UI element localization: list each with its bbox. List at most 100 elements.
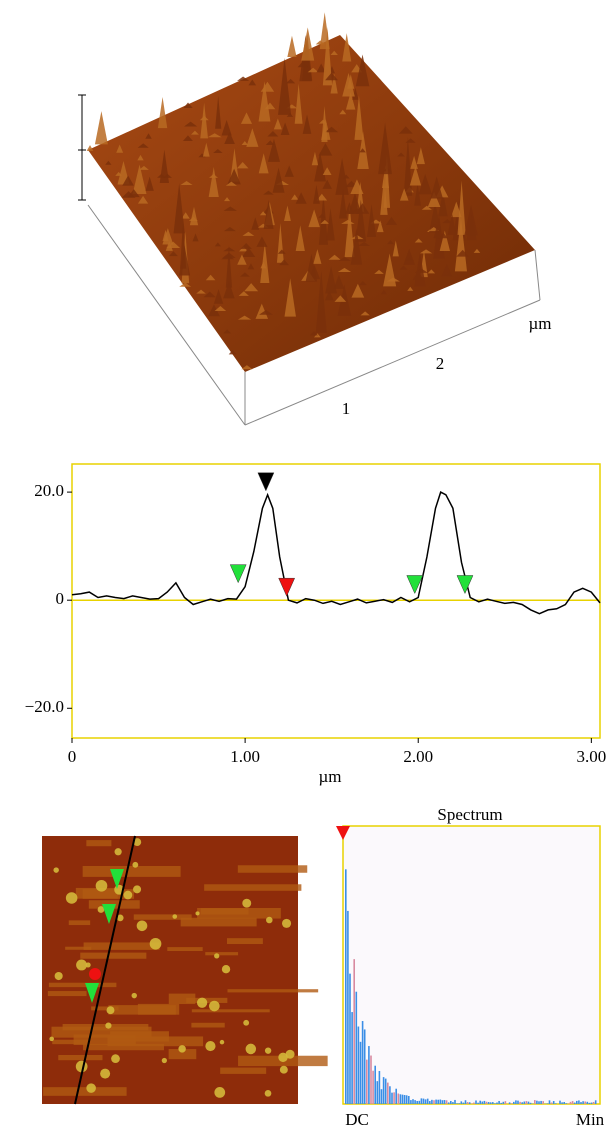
spectrum-bar — [439, 1099, 442, 1104]
surface-peak — [418, 173, 432, 195]
surface-peak — [325, 72, 338, 81]
axis-tick-label: 2 — [436, 354, 445, 373]
surface-peak — [318, 143, 333, 156]
surface-peak — [429, 202, 442, 233]
image-band — [167, 947, 203, 952]
spectrum-bar — [555, 1103, 557, 1104]
image-marker — [110, 869, 124, 889]
image-grain — [132, 861, 139, 868]
image-band — [58, 1055, 103, 1061]
surface-peak — [325, 266, 337, 294]
spectrum-bar — [443, 1100, 446, 1104]
surface-peak — [240, 112, 253, 124]
surface-peak — [260, 261, 267, 269]
image-grain — [172, 914, 178, 919]
surface-peak — [256, 236, 268, 247]
image-band — [68, 920, 91, 926]
spectrum-bar — [418, 1100, 421, 1104]
surface-peak — [421, 205, 432, 210]
x-axis-label: µm — [318, 767, 341, 786]
surface-peak — [159, 149, 170, 183]
image-grain — [195, 911, 200, 916]
image-grain — [136, 920, 148, 932]
surface-peak — [278, 58, 292, 115]
surface-peak — [376, 220, 384, 233]
spectrum-bar — [538, 1101, 540, 1104]
surface-peak — [223, 247, 236, 252]
image-grain — [266, 916, 273, 924]
surface-peak — [237, 315, 252, 320]
spectrum-bar — [357, 1026, 360, 1104]
spectrum-bar — [559, 1100, 561, 1104]
spectrum-bar — [534, 1100, 536, 1104]
surface-peak — [427, 191, 441, 208]
image-grain — [161, 1057, 167, 1064]
surface-peak — [255, 303, 269, 319]
spectrum-bar — [410, 1100, 412, 1104]
surface-peak — [322, 179, 332, 189]
profile-path — [74, 835, 136, 1105]
image-grain — [209, 1000, 220, 1012]
image-grain — [49, 1036, 55, 1042]
image-band — [73, 1034, 136, 1045]
surface-peak — [319, 12, 330, 50]
surface-peak — [207, 133, 222, 138]
spectrum-bar — [502, 1101, 505, 1104]
spectrum-bar — [582, 1101, 584, 1104]
x-tick-label: 2.00 — [403, 747, 433, 766]
surface-peak — [258, 81, 271, 122]
surface-peak — [334, 295, 347, 302]
surface-peak — [414, 183, 421, 206]
surface-peak — [284, 165, 294, 177]
image-grain — [149, 937, 162, 950]
surface-peak — [403, 137, 413, 196]
surface-peak — [122, 175, 134, 186]
surface-peak — [410, 155, 418, 169]
spectrum-bar — [374, 1065, 376, 1104]
spectrum-bar — [397, 1093, 400, 1104]
surface-peak — [357, 241, 371, 246]
surface-peak — [397, 152, 405, 157]
surface-peak — [403, 248, 415, 265]
spectrum-bar — [445, 1100, 448, 1104]
surface-peak — [318, 194, 329, 245]
surface-peak — [366, 204, 377, 237]
image-band — [62, 1023, 149, 1031]
surface-peak — [181, 212, 190, 219]
spectrum-bar — [441, 1100, 444, 1104]
image-band — [137, 1003, 180, 1015]
spectrum-bar — [563, 1102, 565, 1104]
y-tick-label: −20.0 — [25, 697, 64, 716]
surface-peak — [407, 286, 414, 291]
image-band — [91, 1006, 119, 1011]
profile-marker — [278, 577, 296, 597]
image-grain — [278, 1052, 288, 1063]
image-band — [52, 1039, 89, 1045]
surface-peak — [241, 141, 248, 146]
spectrum-bar — [395, 1088, 397, 1104]
surface-peak — [301, 27, 315, 61]
surface-peak — [313, 249, 322, 264]
surface-peak — [339, 188, 348, 219]
surface-peak — [450, 201, 462, 218]
surface-peak — [308, 209, 320, 228]
surface-peak — [240, 272, 250, 277]
image-band — [204, 884, 302, 891]
image-grain — [281, 918, 292, 928]
image-marker — [102, 904, 116, 924]
image-grain — [133, 885, 142, 894]
image-grain — [123, 890, 133, 900]
surface-peak — [350, 228, 363, 265]
surface-peak — [214, 306, 227, 312]
spectrum-bar — [517, 1100, 519, 1104]
surface-peak — [94, 111, 108, 145]
surface-peak — [173, 183, 185, 234]
spectrum-bar — [378, 1070, 381, 1104]
surface-peak — [184, 121, 198, 127]
spectrum-bar — [565, 1103, 568, 1104]
surface-peak — [239, 246, 248, 252]
surface-peak — [280, 122, 290, 135]
spectrum-bar — [431, 1099, 433, 1104]
image-grain — [106, 1006, 115, 1015]
